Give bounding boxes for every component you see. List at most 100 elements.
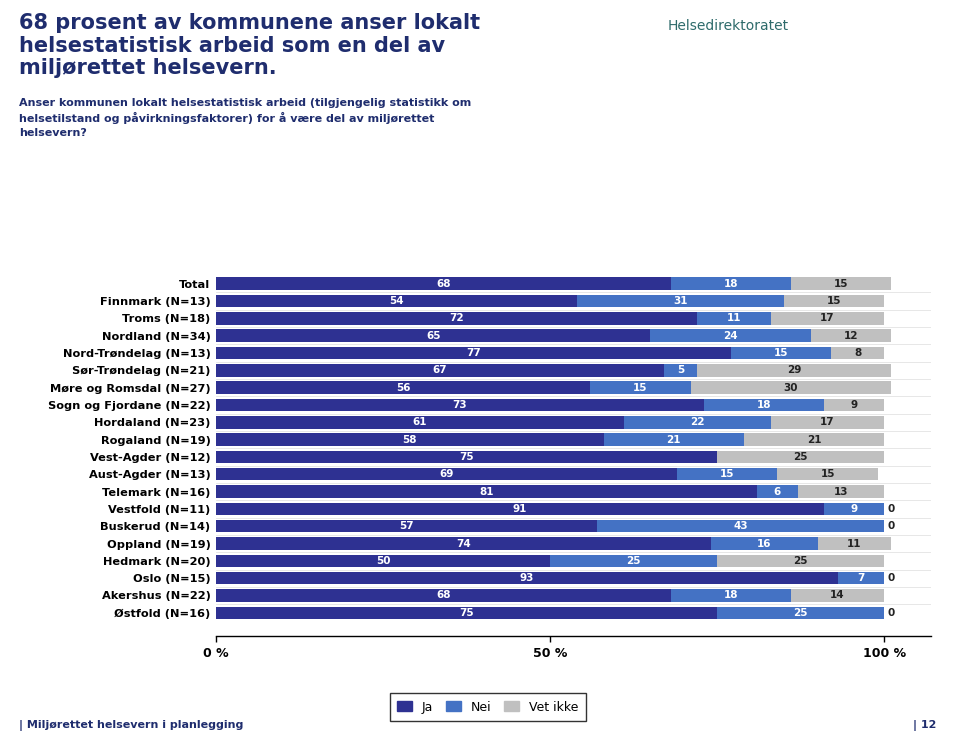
Bar bbox=[838, 572, 884, 584]
Bar bbox=[744, 433, 884, 446]
Text: 54: 54 bbox=[389, 296, 404, 306]
Bar bbox=[825, 503, 884, 515]
Text: 72: 72 bbox=[449, 313, 464, 324]
Bar bbox=[216, 347, 731, 359]
Bar bbox=[216, 554, 550, 567]
Bar bbox=[216, 537, 710, 550]
Text: 0: 0 bbox=[888, 608, 895, 618]
Bar bbox=[597, 520, 884, 533]
Text: 14: 14 bbox=[830, 591, 845, 600]
Bar bbox=[690, 382, 891, 394]
Text: 69: 69 bbox=[440, 469, 454, 479]
Text: 17: 17 bbox=[820, 417, 835, 427]
Bar bbox=[704, 399, 825, 411]
Text: 50: 50 bbox=[376, 556, 391, 566]
Text: 58: 58 bbox=[402, 434, 417, 445]
Bar bbox=[663, 364, 697, 376]
Text: 15: 15 bbox=[827, 296, 842, 306]
Text: 18: 18 bbox=[724, 591, 738, 600]
Text: 16: 16 bbox=[756, 539, 771, 548]
Text: 61: 61 bbox=[413, 417, 427, 427]
Bar bbox=[677, 468, 778, 481]
Bar bbox=[216, 433, 604, 446]
Bar bbox=[216, 416, 624, 429]
Text: 65: 65 bbox=[426, 330, 441, 341]
Text: 68 prosent av kommunene anser lokalt: 68 prosent av kommunene anser lokalt bbox=[19, 13, 480, 33]
Bar bbox=[216, 572, 838, 584]
Bar bbox=[216, 503, 825, 515]
Bar bbox=[216, 451, 717, 464]
Text: 91: 91 bbox=[513, 504, 527, 514]
Text: 25: 25 bbox=[794, 452, 808, 462]
Text: 15: 15 bbox=[774, 348, 788, 358]
Bar bbox=[717, 554, 884, 567]
Bar bbox=[670, 278, 791, 290]
Text: 25: 25 bbox=[794, 556, 808, 566]
Text: 15: 15 bbox=[634, 382, 648, 393]
Bar bbox=[791, 278, 891, 290]
Bar bbox=[791, 589, 884, 602]
Bar bbox=[831, 347, 884, 359]
Bar bbox=[825, 399, 884, 411]
Text: 67: 67 bbox=[433, 365, 447, 375]
Bar bbox=[590, 382, 690, 394]
Text: 17: 17 bbox=[820, 313, 835, 324]
Bar bbox=[216, 364, 663, 376]
Bar bbox=[216, 485, 757, 498]
Bar bbox=[710, 537, 818, 550]
Text: 8: 8 bbox=[854, 348, 861, 358]
Bar bbox=[216, 330, 651, 342]
Bar bbox=[577, 295, 784, 307]
Text: Helsedirektoratet: Helsedirektoratet bbox=[667, 19, 788, 33]
Bar bbox=[216, 295, 577, 307]
Bar bbox=[778, 468, 877, 481]
Text: 6: 6 bbox=[774, 487, 781, 496]
Text: 9: 9 bbox=[851, 504, 858, 514]
Text: 9: 9 bbox=[851, 400, 858, 410]
Text: 75: 75 bbox=[459, 452, 474, 462]
Text: 25: 25 bbox=[627, 556, 641, 566]
Text: 68: 68 bbox=[436, 591, 450, 600]
Text: helsestatistisk arbeid som en del av: helsestatistisk arbeid som en del av bbox=[19, 36, 445, 56]
Text: | Miljørettet helsevern i planlegging: | Miljørettet helsevern i planlegging bbox=[19, 719, 244, 731]
Text: Anser kommunen lokalt helsestatistisk arbeid (tilgjengelig statistikk om
helseti: Anser kommunen lokalt helsestatistisk ar… bbox=[19, 98, 471, 138]
Bar bbox=[216, 589, 670, 602]
Legend: Ja, Nei, Vet ikke: Ja, Nei, Vet ikke bbox=[390, 693, 586, 721]
Bar bbox=[717, 606, 884, 619]
Text: 74: 74 bbox=[456, 539, 470, 548]
Bar bbox=[550, 554, 717, 567]
Text: 73: 73 bbox=[453, 400, 468, 410]
Bar bbox=[216, 399, 704, 411]
Text: 22: 22 bbox=[690, 417, 705, 427]
Text: 24: 24 bbox=[724, 330, 738, 341]
Text: | 12: | 12 bbox=[913, 719, 936, 731]
Text: 25: 25 bbox=[794, 608, 808, 618]
Text: 18: 18 bbox=[756, 400, 771, 410]
Text: 0: 0 bbox=[888, 522, 895, 531]
Text: 5: 5 bbox=[677, 365, 684, 375]
Text: 77: 77 bbox=[466, 348, 481, 358]
Text: miljørettet helsevern.: miljørettet helsevern. bbox=[19, 58, 276, 78]
Text: 0: 0 bbox=[888, 504, 895, 514]
Text: 11: 11 bbox=[847, 539, 861, 548]
Bar bbox=[216, 382, 590, 394]
Text: 81: 81 bbox=[479, 487, 494, 496]
Text: 56: 56 bbox=[396, 382, 411, 393]
Text: 68: 68 bbox=[436, 279, 450, 289]
Text: 57: 57 bbox=[399, 522, 414, 531]
Text: 30: 30 bbox=[783, 382, 798, 393]
Text: 21: 21 bbox=[666, 434, 681, 445]
Bar bbox=[216, 312, 697, 324]
Bar bbox=[670, 589, 791, 602]
Bar bbox=[216, 606, 717, 619]
Bar bbox=[757, 485, 798, 498]
Bar bbox=[216, 520, 597, 533]
Bar bbox=[697, 312, 771, 324]
Bar bbox=[216, 278, 670, 290]
Bar bbox=[651, 330, 811, 342]
Bar bbox=[798, 485, 884, 498]
Bar bbox=[771, 312, 884, 324]
Text: 7: 7 bbox=[857, 573, 865, 583]
Text: 11: 11 bbox=[727, 313, 741, 324]
Bar bbox=[784, 295, 884, 307]
